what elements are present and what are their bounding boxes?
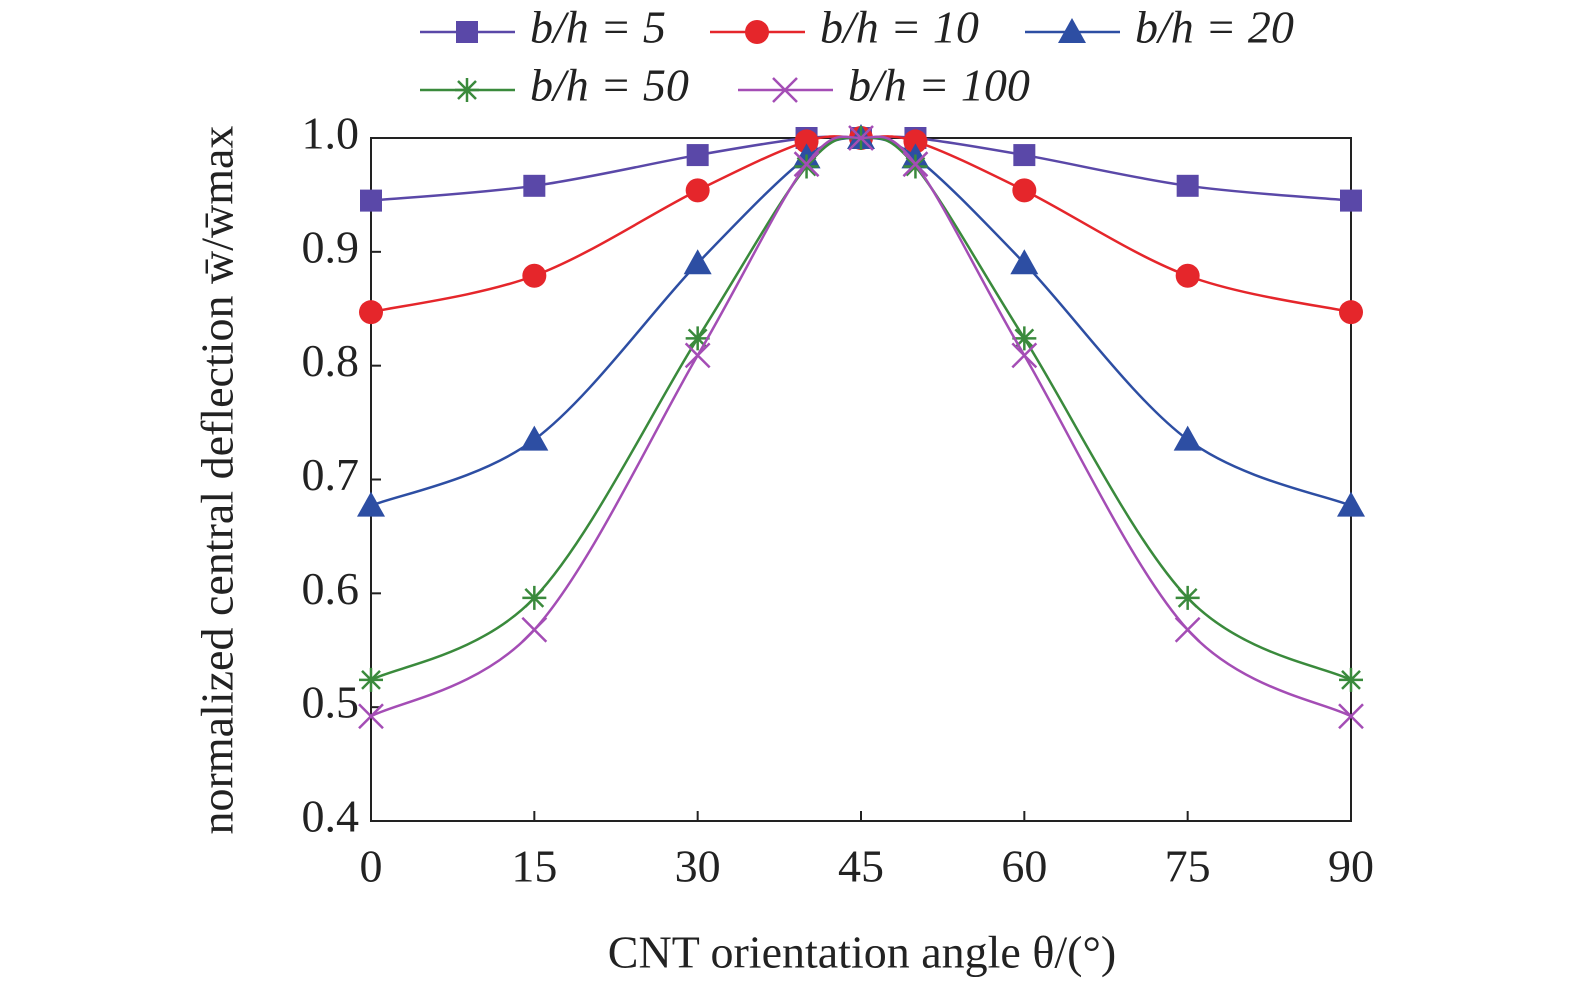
marker [1013,144,1036,167]
marker [1010,249,1039,275]
marker [1174,616,1201,643]
marker [521,616,548,643]
x-axis-title: CNT orientation angle θ/(°) [608,927,1116,978]
marker [520,425,549,451]
x-tick-label: 45 [838,841,884,892]
series-line [370,136,1352,681]
y-tick-label: 0.4 [302,791,360,842]
x-tick-label: 15 [511,841,557,892]
marker [685,326,710,351]
y-tick-label: 0.7 [302,449,360,500]
legend-marker [1058,18,1086,43]
marker [1176,174,1199,197]
marker [359,300,383,325]
legend-marker [456,21,478,43]
marker [685,178,710,203]
marker [522,585,547,610]
y-tick-label: 0.8 [302,335,360,386]
marker [1175,585,1200,610]
marker [1337,491,1365,517]
legend-label: b/h = 100 [848,60,1030,111]
marker [523,174,546,197]
marker [359,667,383,692]
marker [1012,178,1037,203]
marker [360,189,382,212]
marker [358,703,384,730]
series-line [370,136,1352,507]
series-line [370,135,1352,314]
legend-marker [772,77,798,103]
marker [684,342,711,369]
marker [793,151,820,178]
plot-frame [370,137,1352,822]
legend-label: b/h = 5 [530,2,666,53]
legend-label: b/h = 50 [530,60,689,111]
x-tick-label: 30 [675,841,721,892]
x-tick-label: 90 [1328,841,1374,892]
marker [794,154,819,179]
x-tick-label: 75 [1165,841,1211,892]
marker [903,129,928,154]
marker [1012,326,1037,351]
x-tick-label: 60 [1001,841,1047,892]
marker [522,263,547,288]
marker [1338,703,1364,730]
marker [903,154,928,179]
marker [848,125,874,151]
marker [1339,300,1363,325]
legend-label: b/h = 10 [820,2,979,53]
series-line [370,135,1352,718]
marker [357,491,385,517]
y-tick-label: 0.5 [302,677,360,728]
y-tick-label: 0.9 [302,221,360,272]
y-tick-label: 1.0 [302,108,360,159]
marker [902,151,929,178]
y-axis-title: normalized central deflection w̄/w̄max [192,126,243,835]
legend-marker [745,20,769,44]
x-tick-label: 0 [360,841,383,892]
marker [1173,425,1202,451]
legend-label: b/h = 20 [1135,2,1294,53]
marker [1340,189,1362,212]
legend-marker [455,78,479,102]
y-tick-label: 0.6 [302,563,360,614]
marker [1339,667,1363,692]
marker [794,129,819,154]
marker [683,249,712,275]
marker [1011,342,1038,369]
marker [686,144,709,167]
marker [1175,263,1200,288]
